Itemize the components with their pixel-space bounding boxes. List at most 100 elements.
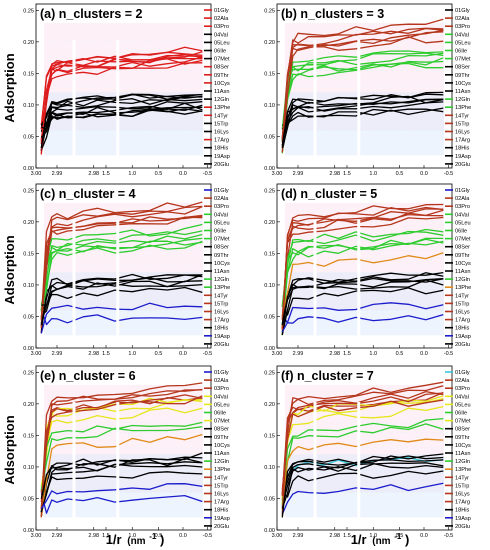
series-line-11Asn bbox=[281, 470, 444, 498]
y-tick-label: 0.25 bbox=[264, 188, 275, 194]
legend-label: 11Asn bbox=[455, 269, 470, 275]
uncertainty-band-low bbox=[285, 92, 444, 156]
y-tick-label: 0.20 bbox=[264, 402, 275, 408]
series-line-14Tyr bbox=[40, 205, 203, 319]
y-tick-label: 0.00 bbox=[264, 528, 275, 534]
legend-label: 03Pro bbox=[455, 24, 470, 30]
legend-label: 05Leu bbox=[455, 402, 471, 408]
series-line-06Ile bbox=[40, 240, 203, 305]
y-tick-label: 0.10 bbox=[264, 103, 275, 109]
x-axis-label-base: 1/r bbox=[351, 532, 367, 547]
legend-label: 04Val bbox=[214, 212, 228, 218]
x-tick-label: 2.98 bbox=[88, 351, 99, 357]
x-tick-label: 2.99 bbox=[52, 171, 63, 177]
legend-label: 03Pro bbox=[455, 204, 470, 210]
y-tick-label: 0.10 bbox=[23, 103, 34, 109]
series-line-12Gln bbox=[281, 237, 444, 308]
series-line-13Phe bbox=[40, 433, 203, 517]
legend-label: 01Gly bbox=[455, 370, 470, 376]
legend-label: 13Phe bbox=[455, 467, 471, 473]
y-tick-label: 0.15 bbox=[264, 71, 275, 77]
legend-label: 19Asp bbox=[214, 516, 230, 522]
series-line-15Trp bbox=[281, 381, 444, 493]
legend-label: 03Pro bbox=[214, 386, 229, 392]
legend-label: 02Ala bbox=[455, 16, 470, 22]
x-tick-label: 0.0 bbox=[179, 351, 187, 357]
panel-3: 0.00 0.05 0.10 0.15 0.20 0.25 3.00 2.99 2.98 1.5 1… bbox=[23, 183, 230, 357]
x-tick-label: 3.00 bbox=[272, 351, 283, 357]
legend-label: 18His bbox=[455, 508, 470, 514]
legend-label: 15Trp bbox=[214, 301, 228, 307]
x-tick-label: 3.00 bbox=[272, 533, 283, 539]
axis-break bbox=[357, 40, 361, 160]
series-line-11Asn bbox=[40, 471, 203, 496]
panel-title: (e) n_cluster = 6 bbox=[40, 369, 136, 383]
legend-label: 14Tyr bbox=[455, 475, 469, 481]
legend-label: 04Val bbox=[214, 32, 228, 38]
x-tick-label: 0.5 bbox=[396, 171, 404, 177]
series-line-01Gly bbox=[281, 313, 444, 324]
legend-label: 18His bbox=[214, 146, 229, 152]
plot-frame bbox=[35, 365, 212, 531]
legend-label: 17Arg bbox=[455, 318, 470, 324]
series-line-15Trp bbox=[281, 18, 444, 140]
x-tick-label: 2.98 bbox=[329, 351, 340, 357]
legend-label: 18His bbox=[455, 326, 470, 332]
series-line-18His bbox=[281, 98, 444, 146]
x-tick-label: -0.5 bbox=[444, 351, 453, 357]
x-tick-label: 2.98 bbox=[88, 533, 99, 539]
series-line-05Leu bbox=[281, 50, 444, 141]
legend-label: 14Tyr bbox=[455, 293, 469, 299]
legend-label: 09Thr bbox=[214, 435, 229, 441]
series-line-20Glu bbox=[40, 456, 203, 499]
y-tick-label: 0.25 bbox=[23, 370, 34, 376]
legend-label: 11Asn bbox=[214, 269, 229, 275]
y-tick-label: 0.00 bbox=[23, 166, 34, 172]
x-tick-label: 1.5 bbox=[102, 533, 110, 539]
x-tick-label: 0.5 bbox=[396, 533, 404, 539]
x-axis-label-unit: (nm bbox=[372, 536, 390, 547]
series-line-07Met bbox=[40, 240, 203, 310]
x-axis-label-exp: -1 bbox=[149, 532, 157, 541]
legend-label: 16Lys bbox=[214, 130, 229, 136]
x-tick-label: 0.5 bbox=[155, 533, 163, 539]
x-tick-label: 0.0 bbox=[179, 533, 187, 539]
legend-label: 08Ser bbox=[455, 427, 470, 433]
panel-4: 0.00 0.05 0.10 0.15 0.20 0.25 3.00 2.99 2.98 1.5 1… bbox=[264, 183, 471, 357]
series-line-06Ile bbox=[281, 240, 444, 325]
legend-label: 16Lys bbox=[455, 492, 470, 498]
legend-label: 10Cys bbox=[214, 443, 230, 449]
legend-label: 04Val bbox=[214, 394, 228, 400]
x-tick-label: 0.5 bbox=[396, 351, 404, 357]
x-tick-label: 1.0 bbox=[369, 351, 377, 357]
series-line-19Asp bbox=[281, 95, 444, 149]
series-line-20Glu bbox=[281, 271, 444, 324]
panel-title: (a) n_clusters = 2 bbox=[40, 7, 143, 21]
legend-label: 05Leu bbox=[214, 402, 230, 408]
series-line-19Asp bbox=[40, 483, 203, 509]
legend-label: 08Ser bbox=[214, 427, 229, 433]
series-line-18His bbox=[281, 279, 444, 326]
legend-label: 02Ala bbox=[455, 196, 470, 202]
axis-break bbox=[313, 40, 317, 160]
legend-label: 16Lys bbox=[214, 492, 229, 498]
y-tick-label: 0.15 bbox=[23, 433, 34, 439]
legend-label: 06Ile bbox=[455, 229, 467, 235]
series-line-11Asn bbox=[281, 287, 444, 316]
legend-label: 20Glu bbox=[214, 342, 229, 348]
panel-5: 0.00 0.05 0.10 0.15 0.20 0.25 3.00 2.99 2.98 1.5 1… bbox=[23, 365, 230, 539]
series-line-20Glu bbox=[40, 274, 203, 326]
y-tick-label: 0.25 bbox=[264, 370, 275, 376]
axis-break bbox=[357, 402, 361, 522]
series-line-14Tyr bbox=[40, 388, 203, 518]
panel-1: 0.00 0.05 0.10 0.15 0.20 0.25 3.00 2.99 2.98 1.5 1… bbox=[23, 3, 230, 177]
y-axis-label-row-3: Adsorption bbox=[2, 415, 17, 484]
legend-label: 05Leu bbox=[455, 220, 471, 226]
series-line-01Gly bbox=[281, 108, 444, 152]
series-line-12Gln bbox=[281, 417, 444, 505]
series-line-06Ile bbox=[281, 62, 444, 141]
panel-6: 0.00 0.05 0.10 0.15 0.20 0.25 3.00 2.99 2.98 1.5 1… bbox=[264, 365, 471, 539]
x-axis-label-exp: -1 bbox=[394, 532, 402, 541]
x-tick-label: 1.0 bbox=[369, 533, 377, 539]
series-line-17Arg bbox=[281, 29, 444, 149]
